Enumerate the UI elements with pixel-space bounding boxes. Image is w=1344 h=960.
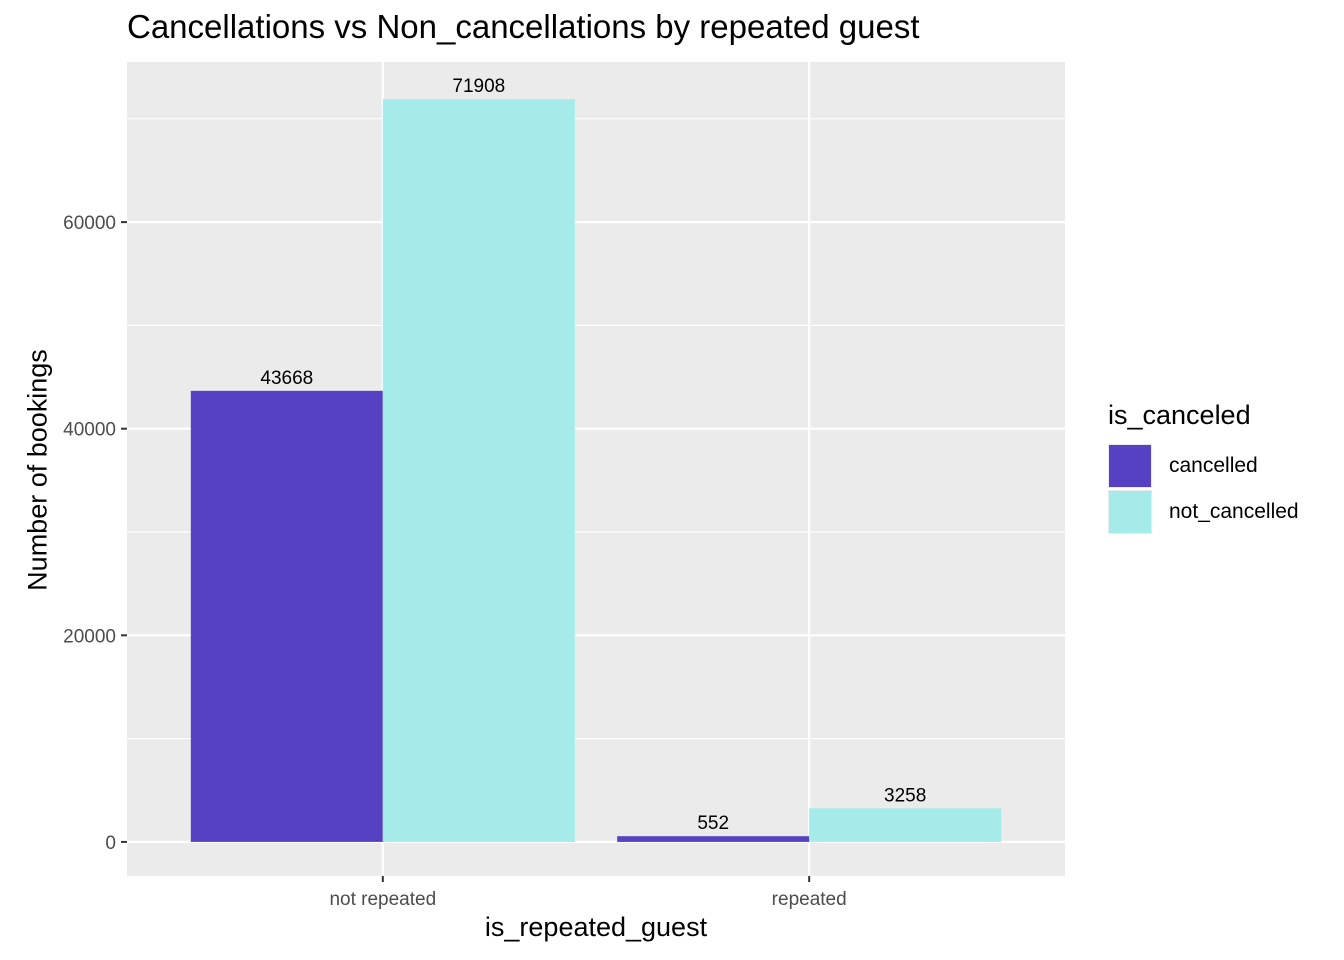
bar-not-cancelled (809, 808, 1002, 842)
legend-title: is_canceled (1108, 400, 1251, 430)
x-axis: not repeated repeated (329, 876, 847, 910)
y-tick-label: 20000 (63, 626, 116, 647)
bar-not-cancelled (382, 99, 575, 842)
y-axis-label: Number of bookings (22, 349, 53, 591)
y-axis: 0 20000 40000 60000 (63, 213, 127, 854)
bar-cancelled (190, 390, 383, 842)
bar-value-label: 71908 (452, 76, 505, 97)
bar-value-labels: 43668 552 71908 3258 (260, 76, 926, 834)
legend-key (1108, 444, 1152, 488)
legend-item-cancelled: cancelled (1108, 443, 1299, 489)
bar-cancelled (617, 836, 810, 842)
legend-swatch-not-cancelled (1109, 491, 1151, 533)
y-tick-label: 40000 (63, 420, 116, 441)
x-tick-label: not repeated (329, 889, 436, 910)
bar-value-label: 552 (697, 813, 729, 834)
y-tick-label: 60000 (63, 213, 116, 234)
legend-label: cancelled (1169, 454, 1258, 477)
legend-swatch-cancelled (1109, 445, 1151, 487)
bar-value-label: 43668 (260, 368, 313, 389)
y-tick-label: 0 (105, 833, 116, 854)
chart-title: Cancellations vs Non_cancellations by re… (127, 8, 920, 45)
legend-label: not_cancelled (1169, 500, 1299, 523)
bars (190, 99, 1002, 842)
bar-value-label: 3258 (884, 785, 926, 806)
x-tick-label: repeated (772, 889, 847, 910)
x-axis-label: is_repeated_guest (484, 912, 708, 942)
legend-item-not-cancelled: not_cancelled (1108, 489, 1299, 535)
legend: is_canceled cancelled not_cancelled (1108, 400, 1299, 535)
legend-key (1108, 490, 1152, 534)
